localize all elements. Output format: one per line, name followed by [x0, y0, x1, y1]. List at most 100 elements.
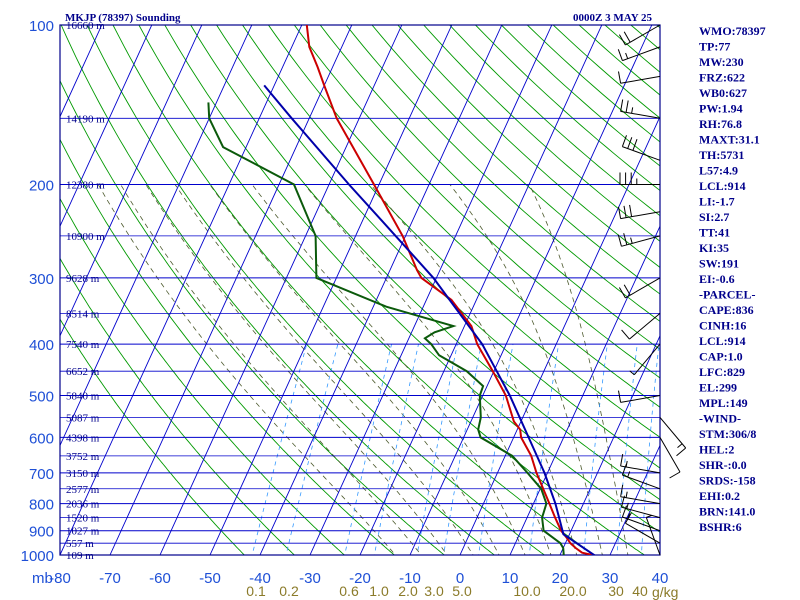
- isobars: [59, 24, 661, 556]
- dry-adiabat-line: [60, 318, 245, 555]
- height-label: 1027 m: [66, 526, 100, 538]
- isotherm-line: [109, 25, 353, 555]
- wind-barb-flag: [620, 495, 625, 508]
- index-entry: MW:230: [699, 55, 744, 69]
- height-label: 5840 m: [66, 391, 100, 403]
- wind-barb-flag: [620, 454, 624, 467]
- wind-barb-staff: [621, 235, 661, 247]
- wind-barb-flag: [630, 237, 633, 244]
- isotherm-line: [159, 25, 403, 555]
- index-entry: STM:306/8: [699, 427, 756, 441]
- wind-barb: [659, 417, 687, 457]
- wind-barb-staff: [622, 516, 661, 532]
- plot-frame: [59, 24, 661, 556]
- wind-barb-flag: [632, 139, 638, 151]
- pressure-tick-label: 900: [29, 524, 54, 541]
- wind-barb-flag: [669, 471, 681, 479]
- wind-barb-staff: [622, 474, 661, 490]
- wind-barb-flag: [624, 512, 632, 524]
- wind-barb-staff: [620, 110, 661, 119]
- wind-barb-flag: [621, 329, 630, 340]
- index-entry: BSHR:6: [699, 520, 742, 534]
- moist-adiabat-line: [120, 184, 422, 555]
- index-entry: CAP:1.0: [699, 350, 743, 364]
- dry-adiabat-line: [60, 197, 345, 555]
- wind-barb: [620, 484, 661, 505]
- wind-barb-flag: [626, 502, 629, 509]
- dry-adiabat-line: [112, 25, 596, 555]
- wind-barb-flag: [625, 100, 629, 113]
- temperature-tick-label: -40: [249, 570, 271, 587]
- index-entry: EHI:0.2: [699, 489, 740, 503]
- wind-barb-flag: [627, 471, 631, 478]
- height-label: 3752 m: [66, 451, 100, 463]
- dry-adiabat-line: [267, 25, 660, 408]
- pressure-unit-label: mb: [32, 570, 53, 587]
- height-label: 12380 m: [66, 180, 105, 192]
- index-entry: WMO:78397: [699, 24, 766, 38]
- wind-barb-flag: [618, 34, 626, 46]
- index-entry: HEL:2: [699, 443, 734, 457]
- wind-barb: [659, 437, 681, 479]
- wind-barb-flag: [621, 505, 627, 518]
- mixing-ratio-label: 0.1: [246, 583, 266, 599]
- index-entry: LFC:829: [699, 365, 745, 379]
- mixing-ratio-line: [416, 344, 458, 555]
- height-label: 10900 m: [66, 231, 105, 243]
- index-entry: TT:41: [699, 226, 730, 240]
- wind-barb-flag: [617, 49, 623, 61]
- pressure-tick-label: 100: [29, 18, 54, 35]
- height-label: 1520 m: [66, 513, 100, 525]
- wind-barb: [619, 172, 660, 185]
- wind-barb-staff: [659, 417, 687, 449]
- wind-barbs: [617, 24, 687, 556]
- wind-barb-flag: [677, 443, 683, 448]
- mixing-ratio-unit: g/kg: [652, 584, 678, 600]
- index-entry: SW:191: [699, 257, 739, 271]
- index-entry: -WIND-: [699, 412, 741, 426]
- wind-barb-staff: [625, 277, 661, 299]
- wind-barb-flag: [618, 206, 622, 219]
- isotherm-line: [559, 334, 660, 555]
- wind-barb-flag: [621, 135, 627, 147]
- wind-barb-staff: [620, 496, 661, 505]
- index-entry: LCL:914: [699, 179, 746, 193]
- wind-barb-staff: [620, 211, 661, 220]
- isotherm-line: [60, 25, 253, 447]
- sounding-profiles: [207, 25, 596, 555]
- index-entry: MAXT:31.1: [699, 133, 760, 147]
- height-label: 8514 m: [66, 308, 100, 320]
- wind-barb-flag: [623, 31, 631, 43]
- pressure-tick-label: 400: [29, 337, 54, 354]
- isotherm-line: [60, 25, 103, 118]
- temperature-tick-label: 0: [456, 570, 464, 587]
- mixing-ratio-label: 30: [608, 583, 624, 599]
- index-entry: LI:-1.7: [699, 195, 735, 209]
- wind-barb: [617, 233, 661, 247]
- mixing-ratio-label: 3.0: [424, 583, 444, 599]
- wind-barb-flag: [617, 234, 622, 247]
- isotherm-line: [60, 25, 153, 228]
- moist-adiabat-line: [209, 184, 500, 555]
- dry-adiabat-line: [423, 25, 660, 242]
- dewpoint-profile-line: [207, 102, 565, 555]
- height-label: 4398 m: [66, 432, 100, 444]
- mixing-ratio-line: [528, 344, 559, 555]
- temperature-tick-label: -60: [149, 570, 171, 587]
- temperature-tick-label: 40: [652, 570, 669, 587]
- dry-adiabat-line: [241, 25, 660, 438]
- index-entry: SI:2.7: [699, 210, 729, 224]
- wind-barb-flag: [623, 205, 627, 218]
- wind-barb-staff: [620, 75, 661, 84]
- wind-barb-flag: [618, 390, 622, 403]
- index-entry: MPL:149: [699, 396, 748, 410]
- wind-barb: [617, 46, 661, 62]
- mixing-ratio-label: 0.6: [339, 583, 359, 599]
- moist-adiabat-line: [528, 184, 629, 555]
- wind-barb: [618, 204, 661, 220]
- index-entry: EI:-0.6: [699, 272, 735, 286]
- isotherm-line: [309, 25, 553, 555]
- mixing-ratio-line: [616, 344, 638, 555]
- temperature-tick-label: -80: [49, 570, 71, 587]
